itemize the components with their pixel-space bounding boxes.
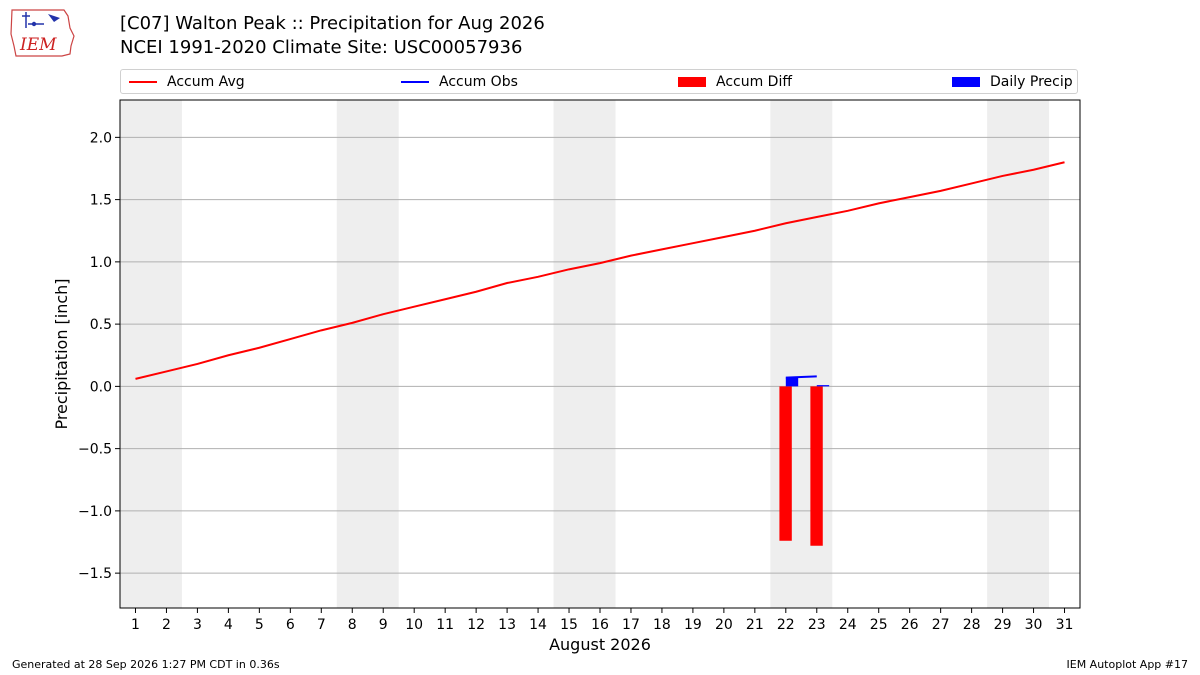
y-tick-label: 2.0 bbox=[90, 130, 112, 146]
legend-item-accum-avg: Accum Avg bbox=[129, 70, 245, 93]
legend-swatch-accum-avg bbox=[129, 80, 157, 83]
legend-swatch-daily-precip bbox=[952, 76, 980, 87]
x-tick-label: 28 bbox=[963, 617, 981, 633]
x-tick-label: 15 bbox=[560, 617, 578, 633]
accum-diff-bar-22 bbox=[779, 386, 792, 541]
x-tick-label: 29 bbox=[994, 617, 1012, 633]
legend: Accum Avg Accum Obs Accum Diff Daily Pre… bbox=[120, 69, 1078, 94]
x-tick-label: 9 bbox=[379, 617, 388, 633]
accum-avg-line bbox=[135, 161, 1065, 380]
y-tick-label: 1.0 bbox=[90, 255, 112, 271]
x-tick-label: 20 bbox=[715, 617, 733, 633]
legend-item-accum-obs: Accum Obs bbox=[401, 70, 518, 93]
x-tick-label: 12 bbox=[467, 617, 485, 633]
daily-precip-bar-22 bbox=[785, 377, 799, 387]
legend-item-accum-diff: Accum Diff bbox=[678, 70, 792, 93]
x-tick-label: 21 bbox=[746, 617, 764, 633]
x-tick-label: 26 bbox=[901, 617, 919, 633]
x-tick-label: 13 bbox=[498, 617, 516, 633]
x-tick-label: 23 bbox=[808, 617, 826, 633]
chart-title: [C07] Walton Peak :: Precipitation for A… bbox=[120, 13, 545, 34]
legend-label-daily-precip: Daily Precip bbox=[990, 73, 1073, 90]
x-tick-label: 17 bbox=[622, 617, 640, 633]
x-tick-label: 25 bbox=[870, 617, 888, 633]
y-tick-label: −0.5 bbox=[78, 442, 112, 458]
x-tick-label: 6 bbox=[286, 617, 295, 633]
y-tick-label: −1.5 bbox=[78, 566, 112, 582]
x-axis-label: August 2026 bbox=[549, 635, 651, 654]
x-tick-label: 24 bbox=[839, 617, 857, 633]
x-tick-label: 1 bbox=[131, 617, 140, 633]
accum-obs-line bbox=[785, 375, 817, 379]
x-tick-label: 16 bbox=[591, 617, 609, 633]
x-tick-label: 30 bbox=[1025, 617, 1043, 633]
x-tick-label: 10 bbox=[405, 617, 423, 633]
iem-logo: IEM bbox=[10, 9, 75, 57]
x-tick-label: 2 bbox=[162, 617, 171, 633]
legend-item-daily-precip: Daily Precip bbox=[952, 70, 1073, 93]
legend-swatch-accum-obs bbox=[401, 80, 429, 83]
accum-diff-bar-23 bbox=[810, 386, 823, 546]
x-tick-label: 19 bbox=[684, 617, 702, 633]
weekend-band-3 bbox=[553, 100, 616, 608]
x-tick-label: 5 bbox=[255, 617, 264, 633]
legend-swatch-accum-diff bbox=[678, 76, 706, 87]
y-tick-label: 0.5 bbox=[90, 317, 112, 333]
logo-text: IEM bbox=[19, 35, 57, 55]
app-credit: IEM Autoplot App #17 bbox=[1066, 658, 1189, 671]
chart-subtitle: NCEI 1991-2020 Climate Site: USC00057936 bbox=[120, 37, 523, 58]
legend-label-accum-diff: Accum Diff bbox=[716, 73, 793, 90]
x-tick-label: 8 bbox=[348, 617, 357, 633]
x-tick-label: 3 bbox=[193, 617, 202, 633]
generated-timestamp: Generated at 28 Sep 2026 1:27 PM CDT in … bbox=[12, 658, 280, 671]
x-tick-label: 14 bbox=[529, 617, 547, 633]
weekend-band-1 bbox=[120, 100, 182, 608]
y-axis-label: Precipitation [inch] bbox=[52, 278, 71, 429]
x-tick-label: 22 bbox=[777, 617, 795, 633]
x-tick-label: 31 bbox=[1056, 617, 1074, 633]
legend-label-accum-obs: Accum Obs bbox=[439, 73, 518, 90]
daily-precip-bar-23 bbox=[816, 385, 830, 387]
y-tick-label: 0.0 bbox=[90, 379, 112, 395]
x-tick-label: 7 bbox=[317, 617, 326, 633]
weekend-band-5 bbox=[987, 100, 1050, 608]
legend-label-accum-avg: Accum Avg bbox=[167, 73, 245, 90]
y-tick-label: −1.0 bbox=[78, 504, 112, 520]
y-tick-label: 1.5 bbox=[90, 193, 112, 209]
x-tick-label: 18 bbox=[653, 617, 671, 633]
x-tick-label: 4 bbox=[224, 617, 233, 633]
x-tick-label: 27 bbox=[932, 617, 950, 633]
x-tick-label: 11 bbox=[436, 617, 454, 633]
weekend-band-2 bbox=[336, 100, 399, 608]
